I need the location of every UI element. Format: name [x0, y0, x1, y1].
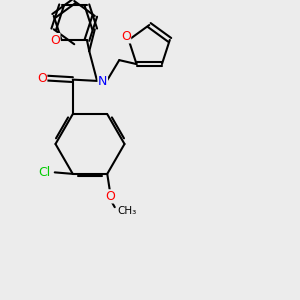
- Text: Cl: Cl: [38, 166, 50, 179]
- Text: CH₃: CH₃: [117, 206, 136, 216]
- Text: O: O: [37, 72, 47, 85]
- Text: O: O: [105, 190, 115, 203]
- Text: O: O: [121, 30, 130, 43]
- Text: O: O: [50, 34, 60, 46]
- Text: N: N: [98, 75, 107, 88]
